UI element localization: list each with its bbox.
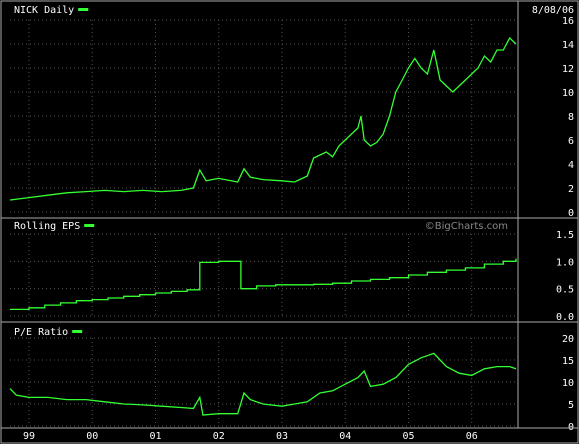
x-tick-label: 01 xyxy=(149,431,161,442)
y-tick-label: 1.5 xyxy=(556,230,574,241)
price-panel: 0 2 4 6 8 10 12 14 16 NICK Daily xyxy=(9,5,574,219)
y-tick-label: 5 xyxy=(568,400,574,411)
y-tick-label: 10 xyxy=(562,88,574,99)
y-tick-label: 4 xyxy=(568,160,574,171)
y-tick-label: 12 xyxy=(562,64,574,75)
x-tick-label: 00 xyxy=(86,431,98,442)
y-tick-label: 15 xyxy=(562,356,574,367)
y-tick-label: 8 xyxy=(568,112,574,123)
y-tick-label: 6 xyxy=(568,136,574,147)
legend-swatch xyxy=(84,224,95,227)
y-tick-label: 10 xyxy=(562,378,574,389)
panel-title: Rolling EPS xyxy=(14,221,80,232)
eps-panel: 0.0 0.5 1.0 1.5 Rolling EPS xyxy=(10,221,574,323)
y-tick-label: 16 xyxy=(562,16,574,27)
series-line xyxy=(9,352,517,416)
y-tick-label: 0.5 xyxy=(556,285,574,296)
series-line xyxy=(9,36,517,201)
legend-swatch xyxy=(78,8,89,11)
credit-label: ©BigCharts.com xyxy=(425,221,508,232)
y-tick-label: 0.0 xyxy=(556,312,574,323)
series-line xyxy=(10,258,517,311)
y-tick-label: 2 xyxy=(568,184,574,195)
x-tick-label: 02 xyxy=(213,431,225,442)
y-tick-label: 14 xyxy=(562,40,574,51)
y-tick-label: 1.0 xyxy=(556,257,574,268)
date-label: 8/08/06 xyxy=(532,5,574,16)
x-tick-label: 04 xyxy=(339,431,351,442)
panel-title: P/E Ratio xyxy=(14,327,68,338)
x-tick-label: 05 xyxy=(402,431,414,442)
legend-swatch xyxy=(72,330,83,333)
x-tick-label: 03 xyxy=(276,431,288,442)
panel-title: NICK Daily xyxy=(14,5,74,16)
x-tick-label: 99 xyxy=(23,431,35,442)
y-tick-label: 0 xyxy=(568,208,574,219)
x-tick-label: 06 xyxy=(466,431,478,442)
y-tick-label: 20 xyxy=(562,334,574,345)
